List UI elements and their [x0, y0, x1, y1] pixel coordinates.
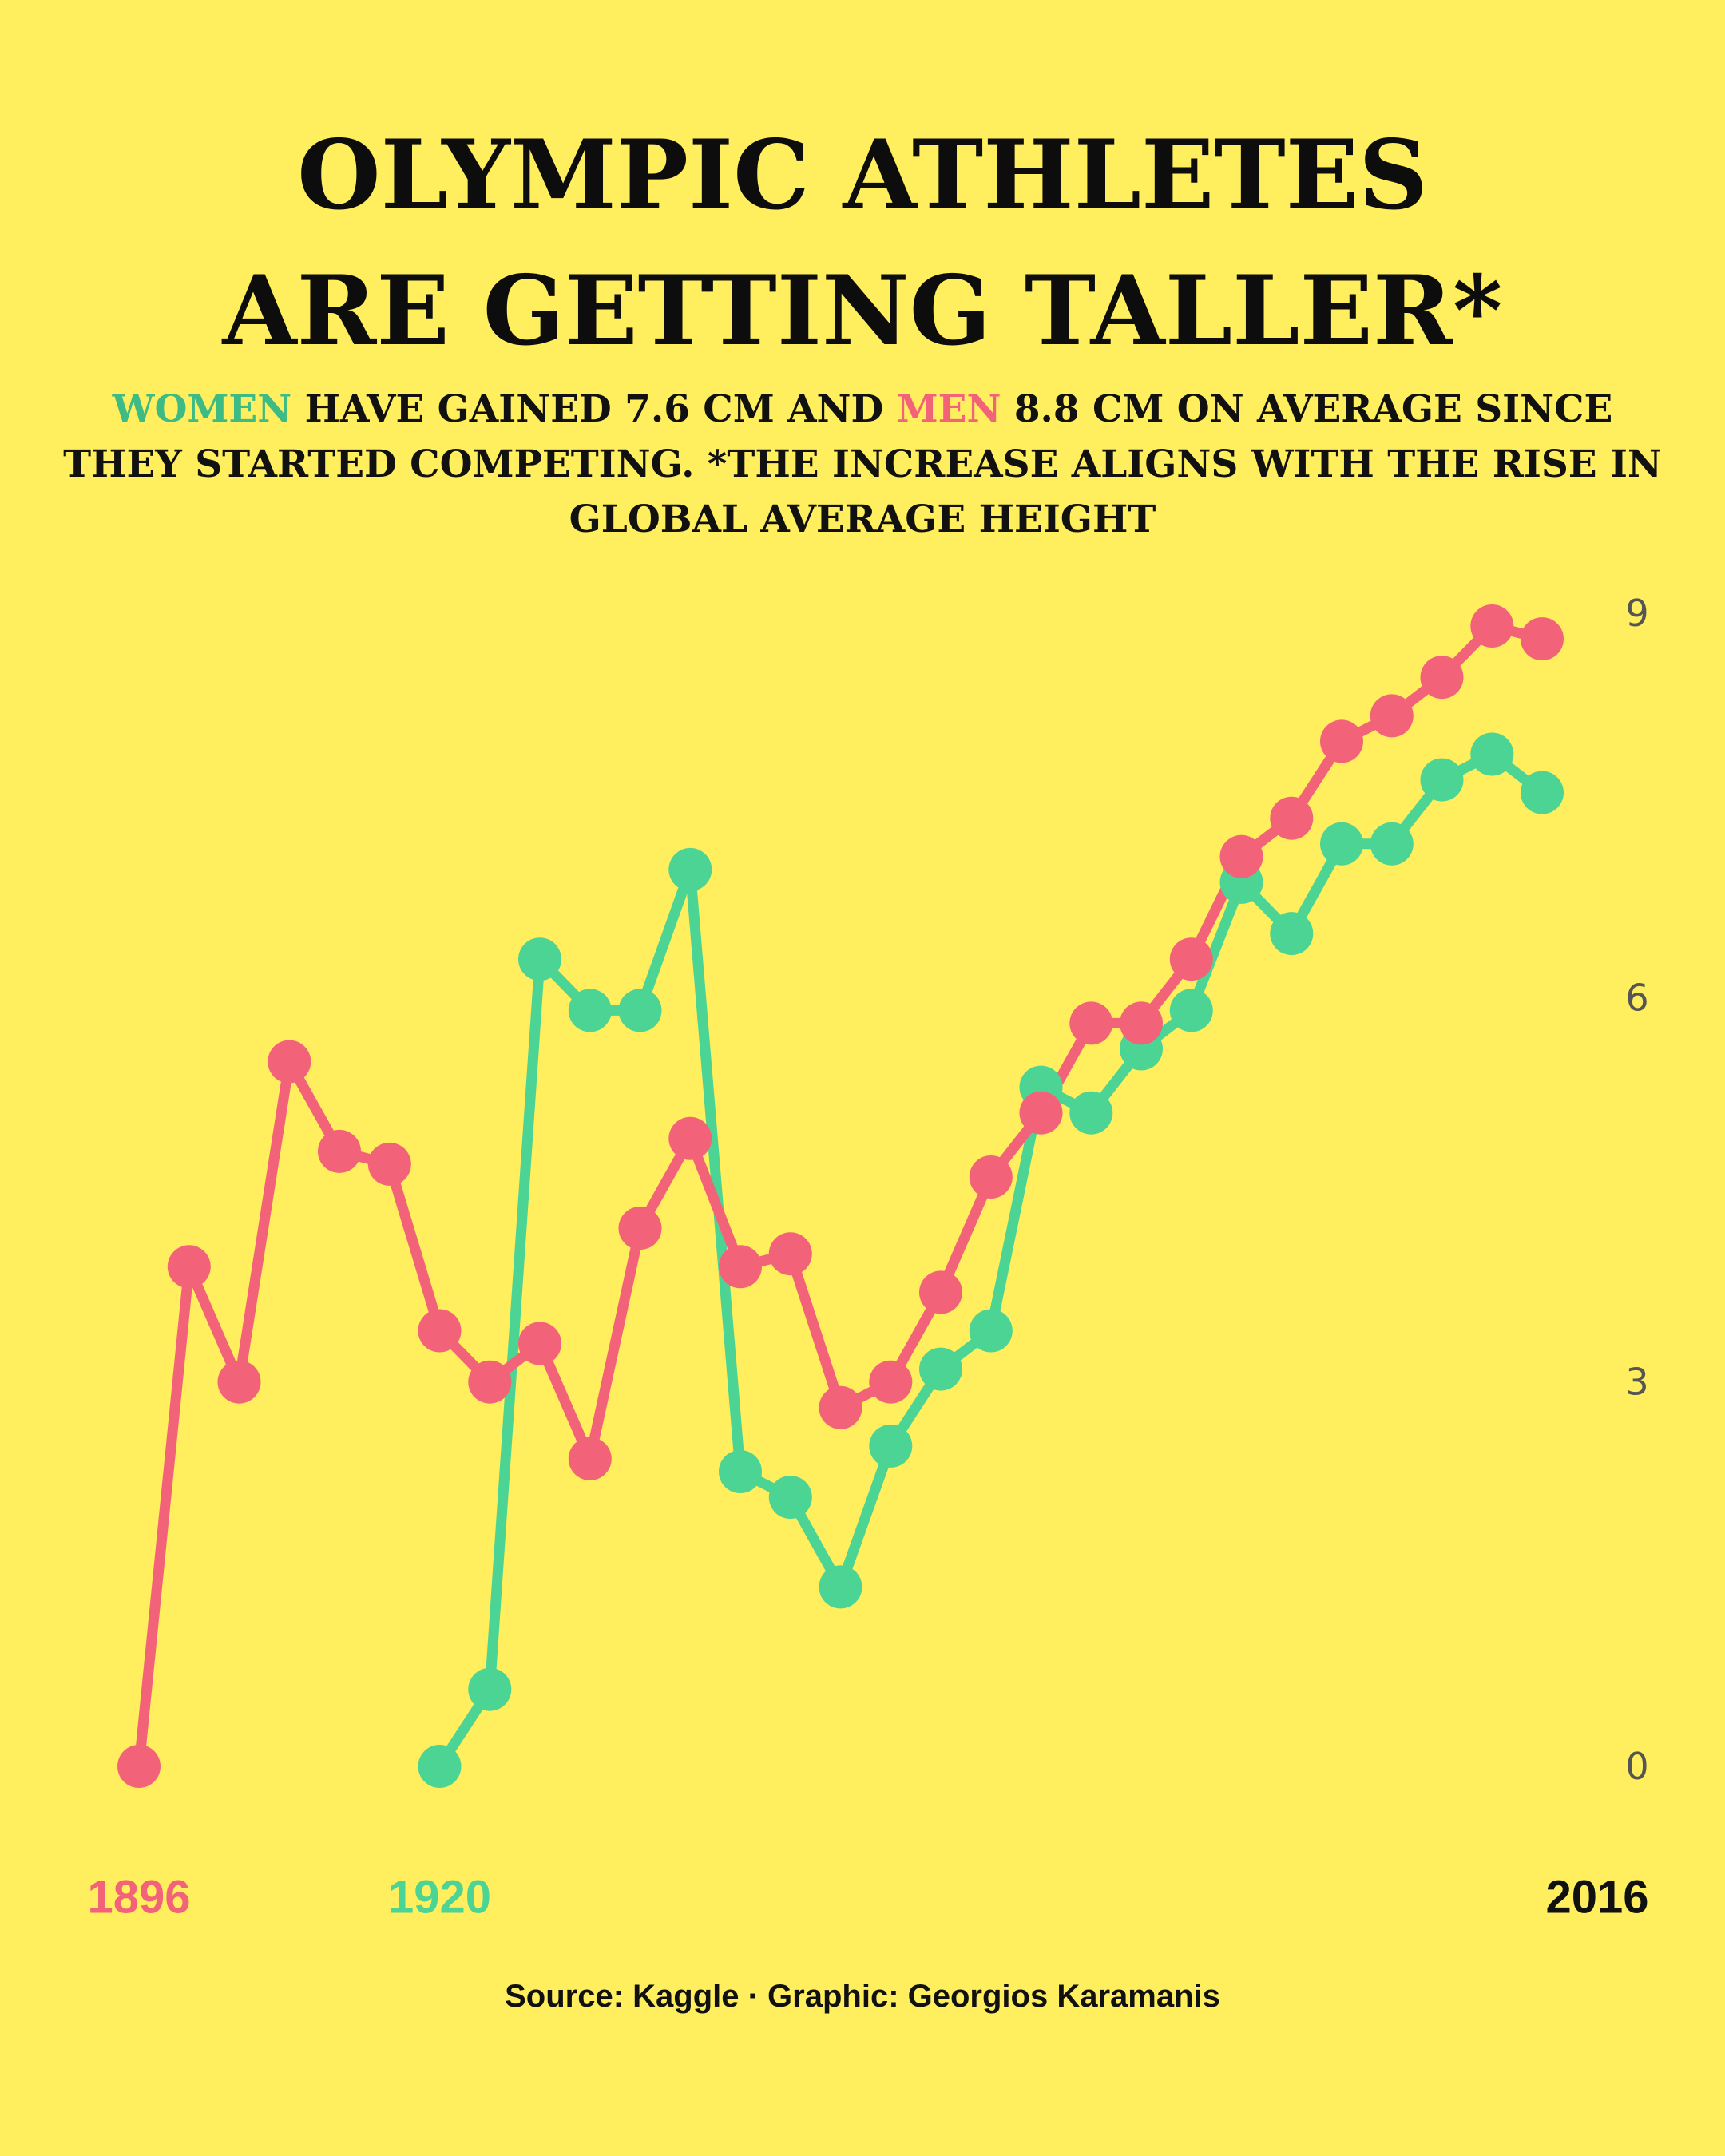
men-data-point: [1120, 1001, 1163, 1045]
women-data-point: [1169, 989, 1213, 1032]
women-data-point: [468, 1667, 512, 1711]
y-tick-label: 3: [1625, 1361, 1648, 1404]
men-data-point: [568, 1437, 612, 1480]
men-data-point: [217, 1360, 261, 1404]
women-data-point: [869, 1424, 913, 1468]
women-data-point: [1370, 822, 1414, 866]
subtitle-men-word: MEN: [896, 387, 1001, 431]
series-points: [117, 604, 1564, 1788]
men-data-point: [1069, 1001, 1113, 1045]
men-data-point: [969, 1155, 1013, 1199]
women-data-point: [418, 1745, 462, 1788]
title-line-2: ARE GETTING TALLER*: [222, 255, 1503, 367]
x-axis-year-label: 1920: [388, 1872, 491, 1924]
men-data-point: [518, 1322, 561, 1365]
men-data-point: [367, 1142, 411, 1186]
y-tick-label: 9: [1625, 592, 1648, 635]
men-data-point: [1470, 604, 1514, 648]
men-data-point: [1270, 796, 1314, 840]
women-data-point: [668, 847, 712, 891]
men-data-point: [167, 1245, 211, 1289]
x-axis-year-label: 2016: [1545, 1872, 1648, 1924]
men-data-point: [117, 1745, 161, 1788]
women-data-point: [518, 937, 561, 981]
men-data-point: [268, 1040, 311, 1084]
women-data-point: [719, 1450, 762, 1493]
men-data-point: [468, 1360, 512, 1404]
men-data-point: [1169, 937, 1213, 981]
women-data-point: [1470, 732, 1514, 776]
women-data-point: [618, 989, 662, 1032]
y-tick-label: 6: [1625, 976, 1648, 1019]
men-data-point: [719, 1245, 762, 1289]
men-data-point: [618, 1207, 662, 1250]
men-data-point: [1219, 834, 1263, 878]
title-line-1: OLYMPIC ATHLETES: [297, 119, 1428, 232]
men-data-point: [1370, 694, 1414, 738]
men-data-point: [869, 1360, 913, 1404]
women-data-point: [768, 1476, 812, 1520]
men-data-point: [1019, 1091, 1063, 1135]
women-data-point: [1521, 771, 1564, 814]
women-data-point: [819, 1565, 862, 1609]
women-data-point: [1069, 1091, 1113, 1135]
men-data-point: [668, 1116, 712, 1160]
men-data-point: [819, 1385, 862, 1429]
women-data-point: [969, 1309, 1013, 1353]
men-data-point: [318, 1129, 361, 1173]
subtitle-text-2: 8.8 CM ON AVERAGE SINCE THEY STARTED COM…: [63, 387, 1662, 541]
x-axis-labels: 1896 1920 2016: [87, 1872, 1648, 1924]
subtitle-text-1: HAVE GAINED 7.6 CM AND: [291, 387, 897, 431]
women-data-point: [1270, 912, 1314, 956]
men-data-point: [1521, 617, 1564, 661]
men-data-point: [1420, 656, 1464, 700]
women-series-line: [434, 749, 1548, 1772]
subtitle-women-word: WOMEN: [112, 387, 292, 431]
men-data-point: [919, 1270, 962, 1314]
y-tick-label: 0: [1625, 1745, 1648, 1788]
source-credit: Source: Kaggle · Graphic: Georgios Karam…: [505, 1979, 1220, 2014]
men-data-point: [418, 1309, 462, 1353]
x-axis-year-label: 1896: [87, 1872, 190, 1924]
chart-title: OLYMPIC ATHLETES ARE GETTING TALLER*: [0, 108, 1725, 379]
men-data-point: [768, 1232, 812, 1276]
y-axis: 0 3 6 9: [1625, 592, 1648, 1788]
chart-subtitle: WOMEN HAVE GAINED 7.6 CM AND MEN 8.8 CM …: [48, 382, 1677, 547]
women-data-point: [1420, 758, 1464, 802]
women-data-point: [568, 989, 612, 1032]
men-data-point: [1320, 719, 1363, 763]
women-data-point: [919, 1347, 962, 1391]
women-data-point: [1320, 822, 1363, 866]
